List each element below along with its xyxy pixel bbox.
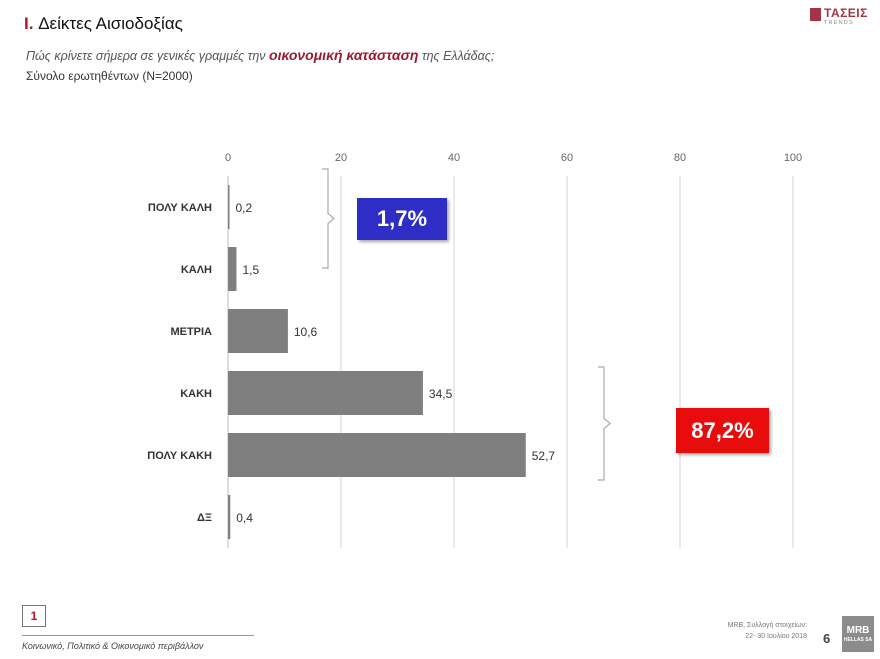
bar [228, 309, 288, 353]
category-label: ΔΞ [197, 512, 212, 524]
section-roman: I. [24, 14, 34, 33]
data-label: 1,5 [242, 263, 259, 277]
bar-chart: 0 20 40 60 80 100 ΠΟΛΥ ΚΑΛΗ 0,2 ΚΑΛΗ 1,5 ΜΕΤΡΙΑ 10,… [147, 152, 802, 548]
data-label: 10,6 [294, 325, 318, 339]
mrb-logo: MRB HELLAS SA [842, 616, 874, 652]
category-label: ΜΕΤΡΙΑ [170, 326, 212, 338]
negative-total-badge: 87,2% [676, 408, 769, 453]
logo-mark-icon [810, 8, 821, 21]
positive-total-badge: 1,7% [357, 198, 447, 240]
x-tick-label: 0 [225, 152, 231, 164]
mrb-logo-main: MRB [846, 625, 870, 636]
logo-name: ΤΑΣΕΙΣ [824, 6, 868, 20]
x-tick-label: 40 [448, 152, 460, 164]
logo-sub: TRENDS [824, 20, 854, 26]
bar [228, 433, 526, 477]
bar [228, 247, 237, 291]
category-label: ΚΑΛΗ [181, 264, 212, 276]
footer-source-line1: MRB, Συλλογή στοιχείων: [727, 622, 807, 629]
question-after: της Ελλάδας; [418, 49, 495, 63]
brand-logo: ΤΑΣΕΙΣ TRENDS [810, 6, 872, 28]
bar [228, 371, 423, 415]
bar [228, 185, 230, 229]
footer-section-title: Κοινωνικό, Πολιτικό & Οικονομικό περιβάλ… [22, 641, 204, 651]
footer-source-line2: 22- 30 Ιουλίου 2018 [745, 633, 807, 640]
footer-divider [22, 635, 254, 636]
data-label: 0,2 [236, 201, 253, 215]
data-label: 0,4 [236, 511, 253, 525]
x-tick-label: 20 [335, 152, 347, 164]
page-title: I. Δείκτες Αισιοδοξίας [24, 14, 183, 34]
x-tick-label: 60 [561, 152, 573, 164]
footer-source: MRB, Συλλογή στοιχείων: 22- 30 Ιουλίου 2… [728, 620, 807, 642]
section-number: 1 [22, 605, 46, 627]
category-label: ΚΑΚΗ [180, 388, 212, 400]
group-bracket [322, 168, 335, 269]
question-text: Πώς κρίνετε σήμερα σε γενικές γραμμές τη… [26, 47, 494, 63]
group-bracket [598, 366, 611, 481]
x-tick-label: 100 [784, 152, 802, 164]
question-highlight: οικονομική κατάσταση [269, 47, 419, 63]
sample-size: Σύνολο ερωτηθέντων (N=2000) [26, 69, 193, 83]
bar [228, 495, 231, 539]
category-label: ΠΟΛΥ ΚΑΚΗ [147, 450, 212, 462]
page-number: 6 [823, 631, 831, 646]
mrb-logo-sub: HELLAS SA [843, 637, 873, 643]
data-label: 34,5 [429, 387, 453, 401]
data-label: 52,7 [532, 449, 556, 463]
title-text: Δείκτες Αισιοδοξίας [38, 14, 183, 33]
x-tick-label: 80 [674, 152, 686, 164]
category-label: ΠΟΛΥ ΚΑΛΗ [148, 202, 212, 214]
question-before: Πώς κρίνετε σήμερα σε γενικές γραμμές τη… [26, 49, 270, 63]
